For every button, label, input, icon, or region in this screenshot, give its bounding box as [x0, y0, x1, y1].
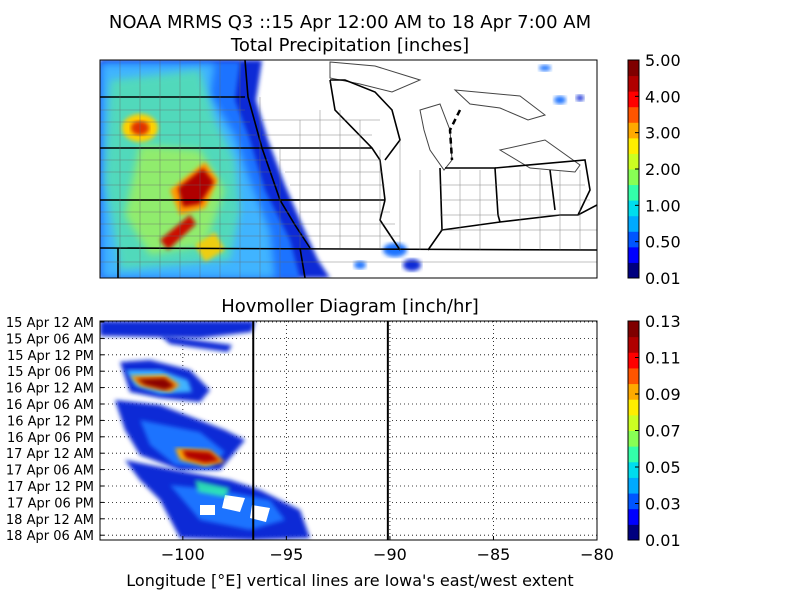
map-colorbar-swatch [628, 169, 639, 186]
hov-colorbar-swatch [628, 430, 639, 447]
hov-colorbar-tick-label: 0.09 [645, 385, 681, 404]
map-colorbar-swatch [628, 75, 639, 92]
map-colorbar-tick-label: 4.00 [645, 87, 681, 106]
iowa-extent-lines [252, 321, 389, 540]
y-tick-label: 15 Apr 12 AM [6, 316, 94, 331]
y-tick-label: 17 Apr 06 PM [7, 496, 94, 511]
map-colorbar-swatch [628, 106, 639, 123]
map-colorbar-swatch [628, 137, 639, 154]
x-tick-label: −90 [373, 545, 407, 564]
hov-colorbar-tick-label: 0.07 [645, 422, 681, 441]
y-tick-label: 17 Apr 12 PM [7, 480, 94, 495]
y-tick-label: 17 Apr 12 AM [6, 447, 94, 462]
map-frame [99, 59, 598, 279]
hov-colorbar-tick-label: 0.05 [645, 458, 681, 477]
hovmoller-frame [99, 320, 598, 541]
map-colorbar-tick-label: 3.00 [645, 124, 681, 143]
y-tick-label: 16 Apr 12 AM [6, 382, 94, 397]
hov-colorbar-swatch [628, 352, 639, 369]
hov-colorbar-swatch [628, 399, 639, 416]
map-colorbar-swatch [628, 184, 639, 201]
y-tick-label: 15 Apr 12 PM [7, 349, 94, 364]
map-colorbar-tick-label: 1.00 [645, 196, 681, 215]
hov-colorbar-swatch [628, 461, 639, 478]
y-tick-label: 16 Apr 06 AM [6, 398, 94, 413]
precip-map [99, 59, 598, 279]
x-tick-label: −100 [161, 545, 205, 564]
hov-colorbar-tick-label: 0.03 [645, 495, 681, 514]
hov-colorbar-tick-label: 0.11 [645, 349, 681, 368]
hov-colorbar-swatch [628, 493, 639, 510]
map-colorbar-tick-label: 0.01 [645, 269, 681, 288]
x-axis-label: Longitude [°E] vertical lines are Iowa's… [126, 571, 574, 590]
hov-colorbar-tick-label: 0.01 [645, 531, 681, 550]
y-tick-label: 18 Apr 06 AM [6, 529, 94, 544]
map-colorbar-swatch [628, 215, 639, 232]
hovmoller-field [100, 321, 310, 540]
hovmoller-grid [100, 321, 598, 540]
y-tick-label: 15 Apr 06 AM [6, 332, 94, 347]
map-colorbar-swatch [628, 60, 639, 77]
map-colorbar-swatch [628, 200, 639, 217]
hov-colorbar-swatch [628, 414, 639, 431]
y-tick-label: 15 Apr 06 PM [7, 365, 94, 380]
hov-colorbar-swatch [628, 383, 639, 400]
michigan-boundary [448, 109, 462, 161]
y-tick-label: 17 Apr 06 AM [6, 464, 94, 479]
map-colorbar-swatch [628, 231, 639, 248]
hov-colorbar-tick-label: 0.13 [645, 312, 681, 331]
y-tick-label: 16 Apr 06 PM [7, 431, 94, 446]
map-colorbar-swatch [628, 91, 639, 108]
map-colorbar-tick-label: 0.50 [645, 233, 681, 252]
main-title: NOAA MRMS Q3 ::15 Apr 12:00 AM to 18 Apr… [108, 12, 592, 33]
y-tick-label: 18 Apr 12 AM [6, 513, 94, 528]
hov-colorbar-swatch [628, 336, 639, 353]
hovmoller-colorbar: 0.13 0.11 0.09 0.07 0.05 0.03 0.01 [627, 312, 681, 550]
map-colorbar-swatch [628, 153, 639, 170]
county-lines [100, 60, 597, 278]
great-lakes [329, 61, 581, 173]
map-colorbar: 5.00 4.00 3.00 2.00 1.00 0.50 0.01 [627, 51, 681, 288]
hov-colorbar-swatch [628, 524, 639, 541]
hov-colorbar-swatch [628, 321, 639, 338]
map-title: Total Precipitation [inches] [230, 35, 470, 56]
hovmoller-title: Hovmoller Diagram [inch/hr] [221, 296, 479, 317]
map-colorbar-swatch [628, 262, 639, 279]
hov-colorbar-swatch [628, 477, 639, 494]
x-tick-label: −80 [580, 545, 614, 564]
hov-colorbar-swatch [628, 508, 639, 525]
y-tick-label: 16 Apr 12 PM [7, 414, 94, 429]
hov-colorbar-swatch [628, 446, 639, 463]
map-colorbar-tick-label: 2.00 [645, 160, 681, 179]
map-colorbar-tick-label: 5.00 [645, 51, 681, 70]
x-tick-labels: −100 −95 −90 −85 −80 [161, 536, 614, 564]
hov-colorbar-swatch [628, 367, 639, 385]
map-colorbar-swatch [628, 246, 639, 263]
x-tick-label: −95 [269, 545, 303, 564]
x-tick-label: −85 [477, 545, 511, 564]
map-colorbar-swatch [628, 122, 639, 139]
